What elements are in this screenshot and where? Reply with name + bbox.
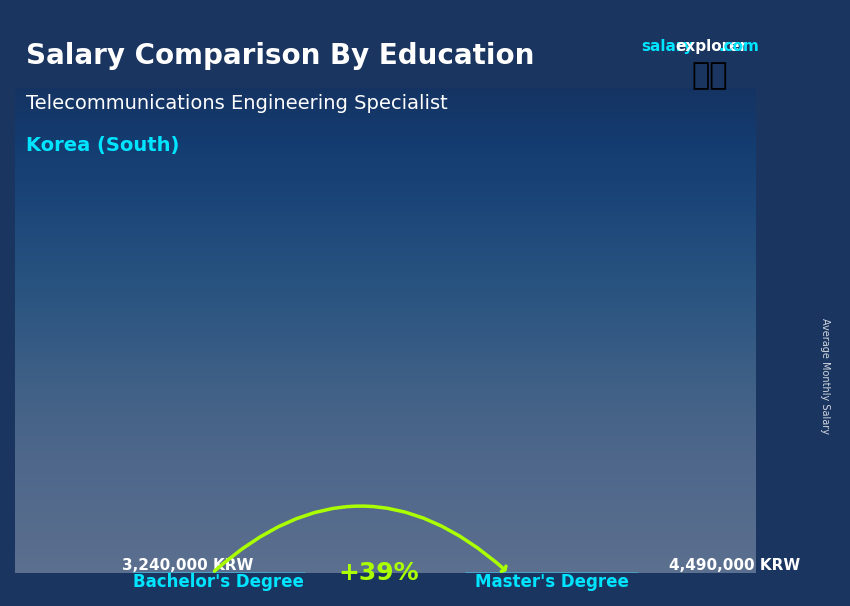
Text: Average Monthly Salary: Average Monthly Salary (819, 318, 830, 434)
Text: .com: .com (718, 39, 759, 55)
Text: explorer: explorer (676, 39, 748, 55)
Text: Master's Degree: Master's Degree (474, 573, 628, 591)
Text: Telecommunications Engineering Specialist: Telecommunications Engineering Specialis… (26, 94, 447, 113)
Text: 4,490,000 KRW: 4,490,000 KRW (669, 558, 800, 573)
Text: salary: salary (642, 39, 694, 55)
Text: Bachelor's Degree: Bachelor's Degree (133, 573, 304, 591)
Text: 3,240,000 KRW: 3,240,000 KRW (122, 558, 253, 573)
Text: Korea (South): Korea (South) (26, 136, 178, 155)
Text: 🇰🇷: 🇰🇷 (692, 61, 728, 90)
Text: +39%: +39% (338, 561, 419, 585)
Text: Salary Comparison By Education: Salary Comparison By Education (26, 42, 534, 70)
